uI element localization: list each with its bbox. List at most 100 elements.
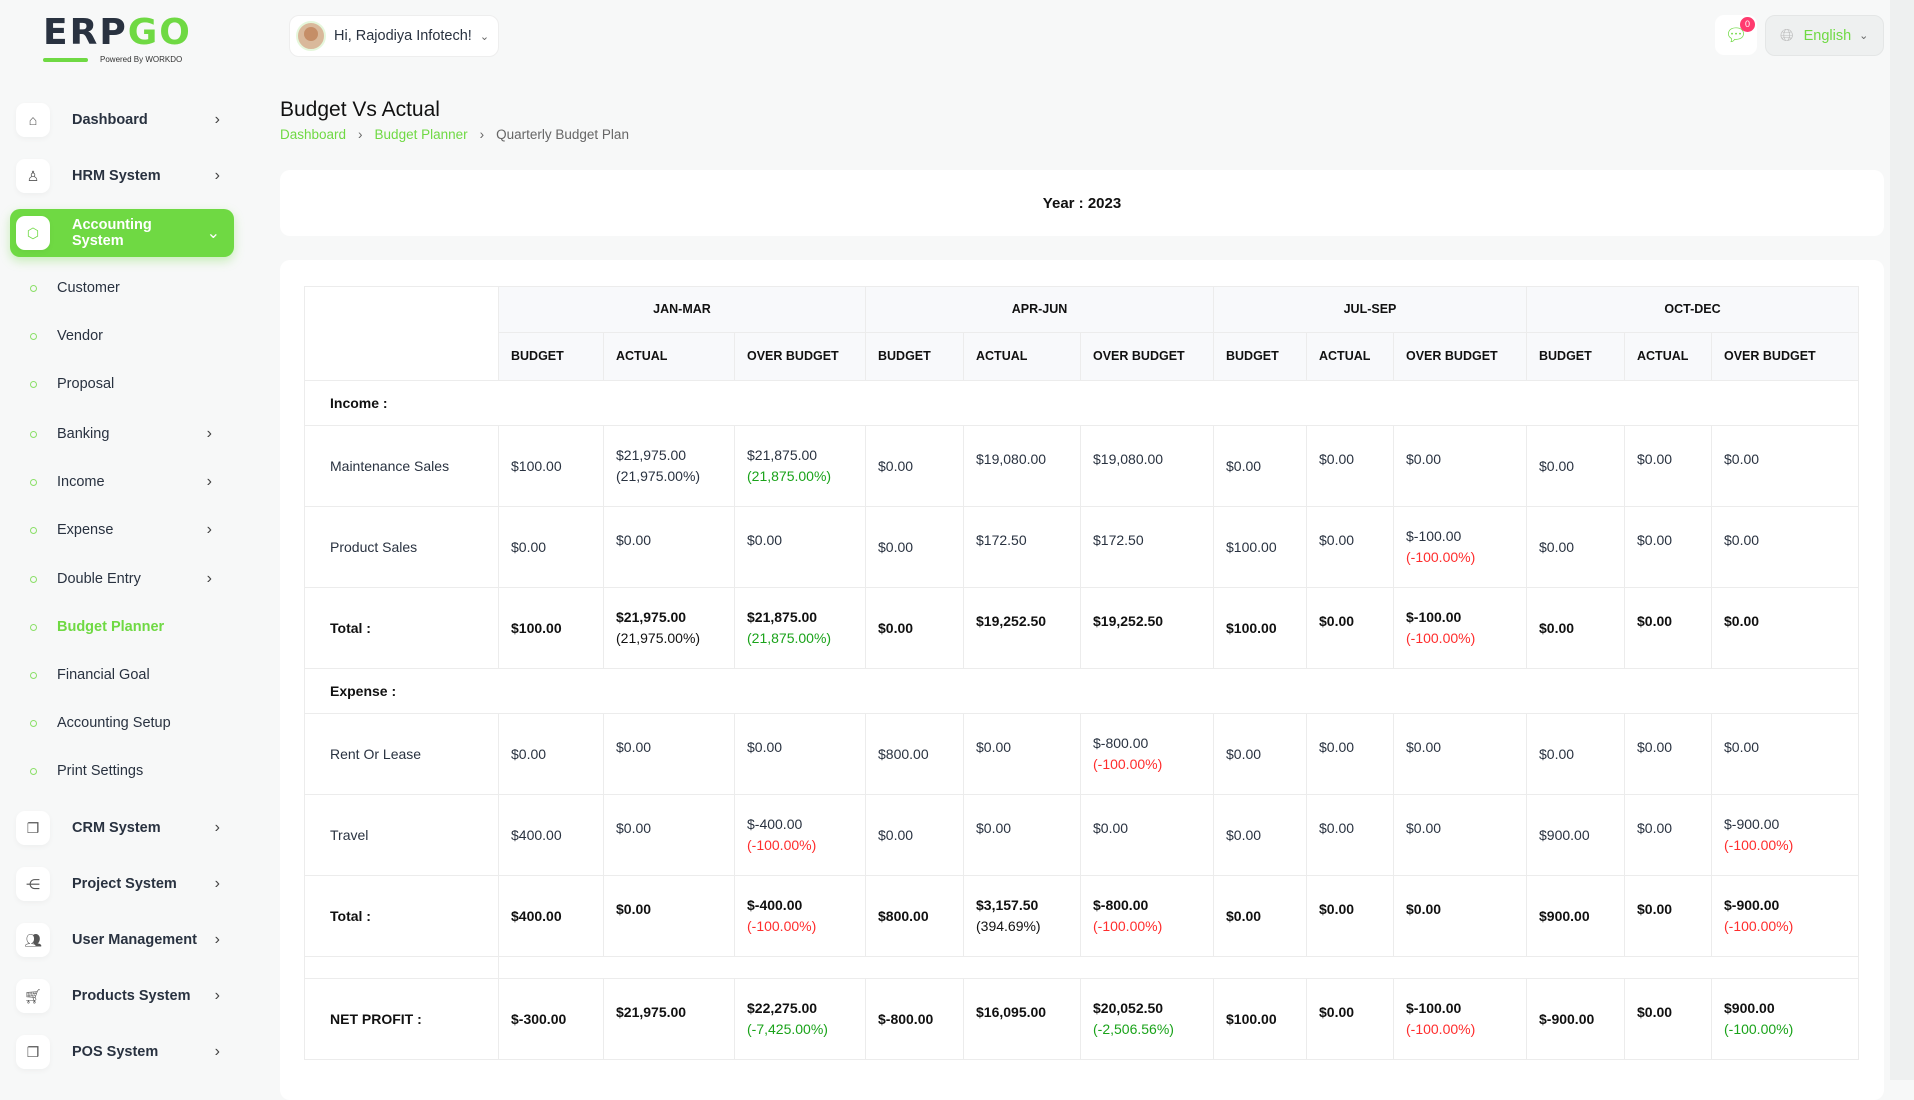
bullet-icon — [30, 623, 37, 631]
amount: $19,252.50 — [1093, 612, 1164, 629]
sidebar-item-double-entry[interactable]: Double Entry › — [30, 564, 230, 594]
sidebar-item-accounting-setup[interactable]: Accounting Setup — [30, 708, 230, 738]
value-cell: $22,275.00 (-7,425.00%) — [734, 978, 866, 1060]
column-header: OVER BUDGET — [1080, 332, 1214, 381]
column-header: BUDGET — [1213, 332, 1307, 381]
sidebar-item-income[interactable]: Income › — [30, 467, 230, 497]
sidebar-item-label: Accounting System — [72, 217, 152, 249]
breadcrumb-budget-planner[interactable]: Budget Planner — [374, 127, 468, 142]
value-cell: $0.00 — [1624, 425, 1712, 507]
amount: $-900.00 — [1724, 897, 1780, 913]
value-cell: $0.00 — [865, 425, 964, 507]
amount: $0.00 — [616, 738, 652, 755]
column-header-row: BUDGET ACTUAL OVER BUDGET BUDGET ACTUAL OVER … — [305, 332, 1859, 381]
sidebar-item-pos-system[interactable]: ❐ POS System › — [10, 1028, 234, 1076]
amount: $0.00 — [1319, 450, 1355, 467]
value-cell: $-100.00 (-100.00%) — [1393, 587, 1527, 669]
sidebar-item-proposal[interactable]: Proposal — [30, 369, 230, 399]
amount: $0.00 — [1406, 819, 1442, 836]
value-cell: $100.00 — [1213, 587, 1307, 669]
user-menu[interactable]: Hi, Rajodiya Infotech! ⌄ — [289, 15, 499, 57]
amount: $-300.00 — [511, 1010, 567, 1027]
quarter-header-row: JAN-MAR APR-JUN JUL-SEP OCT-DEC — [304, 286, 1859, 381]
scrollbar[interactable] — [1890, 0, 1914, 1080]
amount: $0.00 — [1226, 745, 1262, 762]
percentage: (21,975.00%) — [616, 468, 701, 484]
row-label: Total : — [304, 587, 499, 669]
sidebar-item-crm-system[interactable]: ❐ CRM System › — [10, 804, 234, 852]
amount: $0.00 — [1637, 450, 1673, 467]
value-cell: $0.00 — [603, 506, 735, 588]
amount: $0.00 — [1226, 826, 1262, 843]
chevron-right-icon: › — [214, 987, 220, 1004]
bullet-icon — [30, 671, 37, 679]
sidebar-item-vendor[interactable]: Vendor — [30, 321, 230, 351]
value-cell: $0.00 — [1306, 506, 1394, 588]
percentage: (21,875.00%) — [747, 630, 832, 646]
amount: $19,080.00 — [1093, 450, 1164, 467]
value-cell: $800.00 — [865, 713, 964, 795]
percentage: (-100.00%) — [1406, 1021, 1476, 1037]
sidebar-item-budget-planner[interactable]: Budget Planner — [30, 612, 230, 642]
chevron-right-icon: › — [214, 167, 220, 184]
column-header: OVER BUDGET — [734, 332, 866, 381]
value-cell: $800.00 — [865, 875, 964, 957]
amount: $100.00 — [1226, 619, 1277, 636]
sidebar-item-accounting-system[interactable]: ⬡ Accounting System ⌄ — [10, 209, 234, 257]
value-cell: $0.00 — [1624, 713, 1712, 795]
erpgo-logo[interactable]: ERPGO Powered By WORKDO — [43, 14, 203, 66]
amount: $0.00 — [1637, 531, 1673, 548]
sidebar-item-expense[interactable]: Expense › — [30, 515, 230, 545]
logo-underline — [43, 58, 88, 62]
value-cell: $-800.00 — [865, 978, 964, 1060]
sidebar-item-label: Products System — [72, 988, 191, 1004]
sidebar-item-label: Print Settings — [57, 763, 144, 779]
amount: $0.00 — [616, 531, 652, 548]
value-cell: $0.00 — [865, 794, 964, 876]
logo-text-accent: GO — [127, 12, 192, 53]
column-header: ACTUAL — [603, 332, 735, 381]
amount: $0.00 — [1319, 738, 1355, 755]
user-greeting: Hi, Rajodiya Infotech! — [334, 28, 472, 44]
sidebar-item-dashboard[interactable]: ⌂ Dashboard › — [10, 96, 234, 144]
amount: $0.00 — [878, 619, 914, 636]
messages-button[interactable]: 💬︎ 0 — [1715, 15, 1757, 55]
sidebar-item-label: Financial Goal — [57, 667, 150, 683]
amount: $172.50 — [1093, 531, 1144, 548]
amount: $0.00 — [616, 819, 652, 836]
corner-cell — [304, 286, 499, 381]
amount: $21,875.00 — [747, 609, 818, 625]
spacer-row — [304, 956, 1859, 979]
table-row: Total : $100.00 $21,975.00 (21,975.00%) $21,… — [304, 587, 1859, 669]
amount: $21,875.00 — [747, 447, 818, 463]
value-cell: $400.00 — [498, 875, 604, 957]
sidebar-item-print-settings[interactable]: Print Settings — [30, 756, 230, 786]
percentage: (-100.00%) — [1406, 630, 1476, 646]
amount: $100.00 — [511, 619, 562, 636]
sidebar-item-financial-goal[interactable]: Financial Goal — [30, 660, 230, 690]
value-cell: $21,875.00 (21,875.00%) — [734, 587, 866, 669]
chevron-right-icon: › — [206, 473, 212, 490]
value-cell: $0.00 — [1624, 978, 1712, 1060]
value-cell: $0.00 — [603, 713, 735, 795]
percentage: (394.69%) — [976, 918, 1041, 934]
value-cell: $0.00 — [1526, 713, 1625, 795]
value-cell: $0.00 — [1306, 794, 1394, 876]
sidebar-item-user-management[interactable]: 👥︎ User Management › — [10, 916, 234, 964]
sidebar-item-customer[interactable]: Customer — [30, 273, 230, 303]
language-selector[interactable]: 🌐︎ English ⌄ — [1765, 15, 1884, 56]
sidebar-item-banking[interactable]: Banking › — [30, 419, 230, 449]
value-cell: $0.00 — [603, 794, 735, 876]
value-cell: $900.00 — [1526, 875, 1625, 957]
breadcrumb-dashboard[interactable]: Dashboard — [280, 127, 347, 142]
sidebar-item-hrm-system[interactable]: ♙ HRM System › — [10, 152, 234, 200]
language-label: English — [1803, 27, 1852, 44]
sidebar-item-project-system[interactable]: ⋲ Project System › — [10, 860, 234, 908]
value-cell: $3,157.50 (394.69%) — [963, 875, 1081, 957]
amount: $-900.00 — [1724, 816, 1780, 832]
amount: $-100.00 — [1406, 1000, 1462, 1016]
spacer-cell — [498, 956, 1859, 979]
sidebar-item-label: User Management — [72, 932, 197, 948]
amount: $100.00 — [511, 457, 562, 474]
sidebar-item-products-system[interactable]: 🛒︎ Products System › — [10, 972, 234, 1020]
